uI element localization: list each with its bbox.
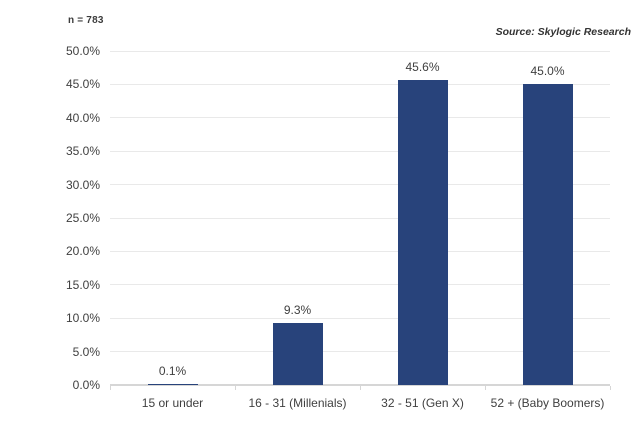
y-axis-tick-label: 25.0% xyxy=(65,211,100,225)
y-gridline xyxy=(110,351,610,353)
x-axis-category-label: 32 - 51 (Gen X) xyxy=(381,396,464,410)
y-axis-tick-label: 30.0% xyxy=(65,177,100,192)
bar xyxy=(397,80,448,385)
bar-value-label: 9.3% xyxy=(283,302,312,317)
x-axis-category-label: 16 - 31 (Millenials) xyxy=(248,396,347,410)
y-gridline xyxy=(110,184,610,186)
bar-value-label: 0.1% xyxy=(158,364,187,379)
x-axis-category-label: 15 or under xyxy=(141,396,204,410)
bar xyxy=(522,84,573,385)
y-axis-tick-label: 10.0% xyxy=(65,311,100,326)
y-gridline xyxy=(110,50,610,52)
y-axis-tick-label: 35.0% xyxy=(65,144,100,159)
y-axis-tick-label: 50.0% xyxy=(65,44,100,58)
y-axis-tick-label: 0.0% xyxy=(72,378,100,392)
y-gridline xyxy=(110,250,610,252)
x-axis-tick xyxy=(110,386,111,390)
y-axis-tick-label: 45.0% xyxy=(65,77,100,92)
x-axis-tick xyxy=(360,386,361,390)
y-gridline xyxy=(110,150,610,152)
y-gridline xyxy=(110,317,610,319)
y-axis-tick-label: 15.0% xyxy=(65,277,100,292)
y-axis-tick-label: 5.0% xyxy=(72,344,100,359)
y-gridline xyxy=(110,284,610,286)
x-axis-line xyxy=(110,384,610,386)
bar-value-label: 45.0% xyxy=(530,64,565,79)
bar xyxy=(147,384,198,385)
y-gridline xyxy=(110,117,610,119)
bar xyxy=(272,322,323,385)
y-gridline xyxy=(110,83,610,85)
bar-value-label: 45.6% xyxy=(405,60,440,75)
x-axis-tick xyxy=(485,386,486,390)
y-axis-tick-label: 20.0% xyxy=(65,244,100,259)
x-axis-category-label: 52 + (Baby Boomers) xyxy=(490,396,605,410)
source-credit-label: Source: Skylogic Research xyxy=(495,26,631,38)
y-axis-tick-label: 40.0% xyxy=(65,110,100,125)
sample-size-label: n = 783 xyxy=(68,15,104,26)
x-axis-tick xyxy=(235,386,236,390)
y-gridline xyxy=(110,217,610,219)
x-axis-tick xyxy=(610,386,611,390)
